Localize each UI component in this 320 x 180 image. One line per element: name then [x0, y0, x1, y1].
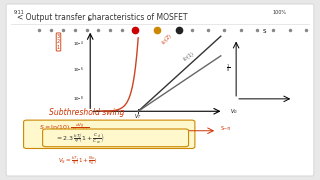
Text: $10^{-6}$: $10^{-6}$: [73, 66, 84, 75]
Text: 9:11: 9:11: [14, 10, 25, 15]
Text: $= 2.3\,\frac{kT}{q}\!\left(1+\frac{C_d}{C_{ox}}\right)$: $= 2.3\,\frac{kT}{q}\!\left(1+\frac{C_d}…: [55, 131, 105, 145]
Text: $V_T$: $V_T$: [134, 112, 142, 121]
Text: S: S: [263, 29, 267, 34]
Text: $10^{-4}$: $10^{-4}$: [73, 40, 84, 49]
Text: $I_D$: $I_D$: [87, 15, 93, 24]
Text: $V_S = \frac{kT}{q}\!\left(1+\frac{N_a}{n_d}\right)$: $V_S = \frac{kT}{q}\!\left(1+\frac{N_a}{…: [59, 154, 98, 167]
Text: $S = \ln(10)\,\frac{dV_g}{d(\log I_D)}$: $S = \ln(10)\,\frac{dV_g}{d(\log I_D)}$: [39, 122, 90, 136]
Text: 3
2
1: 3 2 1: [57, 34, 60, 50]
FancyBboxPatch shape: [43, 129, 188, 147]
Text: $V_G$: $V_G$: [230, 107, 237, 116]
Text: Subthreshold swing: Subthreshold swing: [49, 108, 124, 117]
Text: $I_D(2)$: $I_D(2)$: [159, 32, 175, 47]
Text: $\frac{1}{S}$: $\frac{1}{S}$: [226, 63, 230, 75]
FancyBboxPatch shape: [24, 120, 195, 148]
Text: $10^{-8}$: $10^{-8}$: [73, 94, 84, 104]
Text: 100%: 100%: [273, 10, 287, 15]
Text: < Output transfer characteristics of MOSFET: < Output transfer characteristics of MOS…: [17, 13, 188, 22]
Text: S~n: S~n: [220, 127, 231, 131]
Text: $I_D(1)$: $I_D(1)$: [181, 49, 196, 64]
FancyBboxPatch shape: [6, 4, 314, 176]
